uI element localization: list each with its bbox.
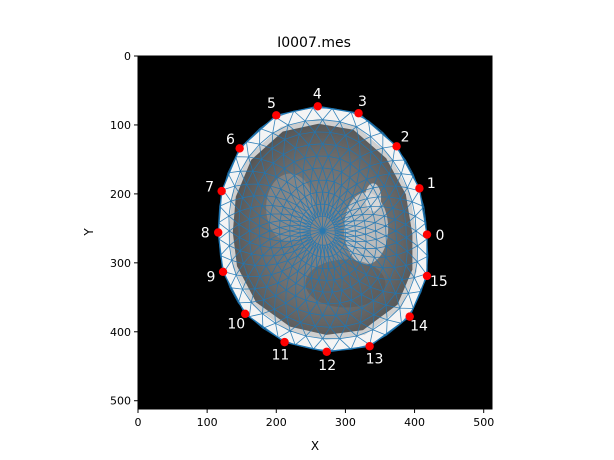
landmark-point-11 [280,337,289,347]
landmark-point-3 [354,109,363,118]
landmark-label-14: 14 [410,319,428,335]
x-axis: 0 100 200 300 400 500 [135,409,494,429]
landmark-label-0: 0 [436,228,445,244]
mesh-edges [218,107,429,352]
x-tick-label: 100 [197,416,218,429]
x-tick-label: 200 [266,416,287,429]
y-tick-label: 0 [124,50,131,63]
y-tick-label: 200 [110,188,131,201]
landmark-label-2: 2 [401,130,410,146]
landmark-label-11: 11 [271,347,289,363]
landmark-label-13: 13 [366,351,384,367]
y-axis-label: Y [82,228,96,237]
landmark-label-8: 8 [201,226,210,242]
landmark-point-9 [218,267,228,276]
landmark-label-6: 6 [226,132,235,148]
landmark-point-8 [214,228,223,237]
landmark-point-14 [405,312,414,321]
landmark-point-1 [415,184,424,193]
landmark-label-1: 1 [427,176,436,192]
landmark-point-5 [272,111,281,120]
x-axis-label: X [311,439,319,453]
landmark-point-0 [422,230,432,239]
y-tick-label: 500 [110,395,131,408]
y-tick-label: 400 [110,326,131,339]
tissue-dark [305,259,386,308]
landmark-point-15 [422,271,432,281]
x-tick-label: 500 [473,416,494,429]
landmark-point-13 [365,342,374,351]
landmark-point-10 [240,309,250,319]
y-tick-label: 100 [110,119,131,132]
chart-title: I0007.mes [277,35,351,51]
landmark-label-12: 12 [318,358,336,374]
landmark-label-15: 15 [430,274,448,290]
landmark-label-3: 3 [358,94,367,110]
landmark-label-4: 4 [313,86,322,102]
tissue-left [266,173,315,242]
landmark-point-2 [392,142,401,151]
landmark-point-6 [235,144,244,153]
y-tick-label: 300 [110,257,131,270]
y-axis: 0 100 200 300 400 500 [110,50,138,408]
x-tick-label: 300 [335,416,356,429]
landmark-label-10: 10 [227,316,245,332]
x-tick-label: 400 [404,416,425,429]
landmark-label-9: 9 [207,270,216,286]
landmark-point-4 [313,102,322,111]
landmark-point-12 [322,347,331,356]
x-tick-label: 0 [135,416,142,429]
landmark-point-7 [217,186,226,196]
landmark-label-7: 7 [205,179,214,195]
landmark-label-5: 5 [267,96,276,112]
axes-frame [137,55,493,410]
